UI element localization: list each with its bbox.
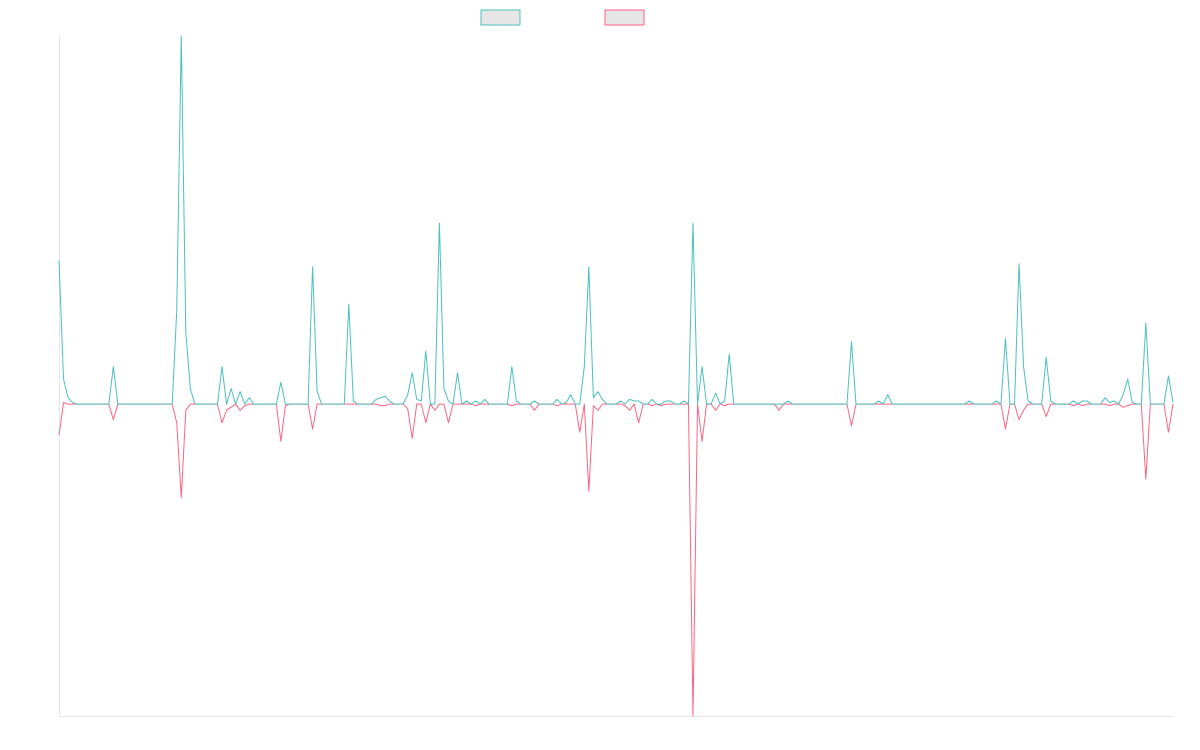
- series-2-line: [58, 402, 1174, 717]
- legend-swatch-series-1[interactable]: [480, 9, 521, 26]
- axes: [59, 36, 1173, 717]
- series-1-line: [58, 35, 1174, 405]
- legend: [480, 9, 645, 26]
- series-layer: [58, 35, 1174, 717]
- legend-swatch-series-2[interactable]: [604, 9, 645, 26]
